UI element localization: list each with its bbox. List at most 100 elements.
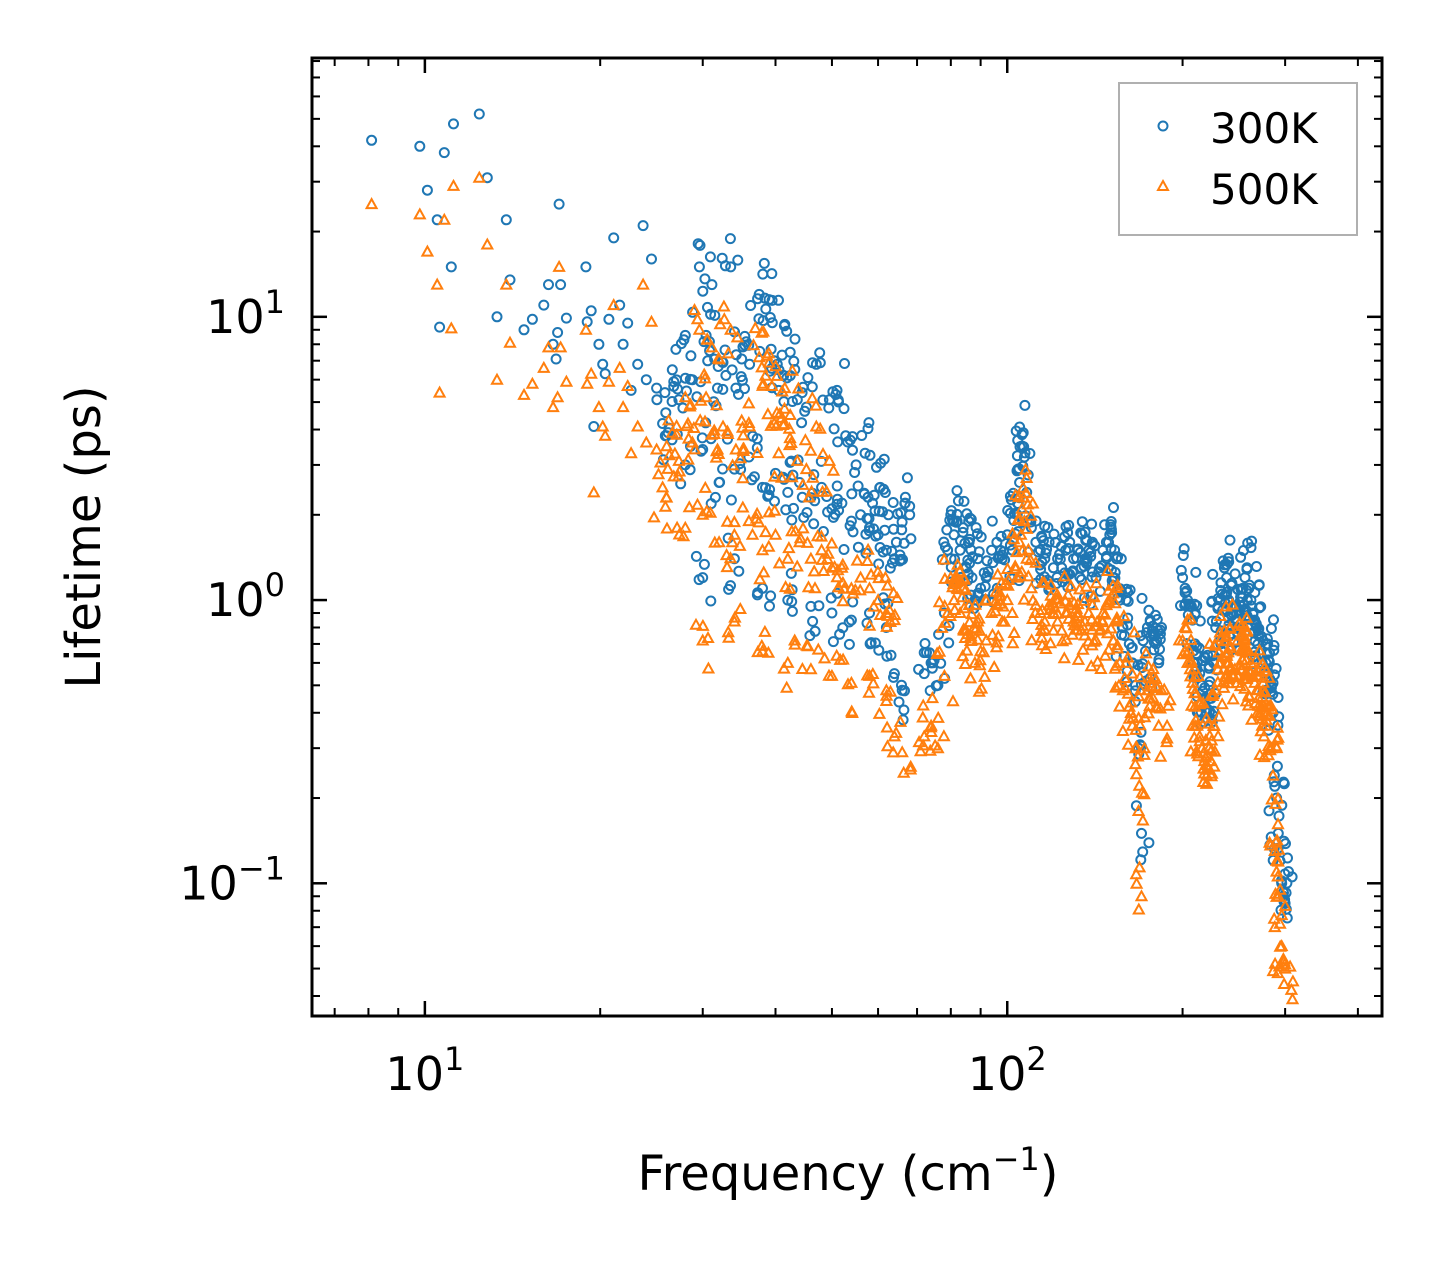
point-300k — [1136, 592, 1148, 604]
point-500k — [1204, 743, 1219, 756]
point-300k — [751, 442, 763, 454]
point-500k — [938, 599, 952, 612]
point-500k — [862, 618, 877, 631]
point-500k — [661, 461, 675, 474]
point-300k — [789, 333, 801, 345]
point-500k — [883, 684, 898, 697]
point-500k — [698, 371, 712, 384]
point-500k — [802, 490, 816, 503]
point-500k — [490, 372, 504, 385]
point-300k — [709, 309, 721, 321]
point-500k — [580, 376, 594, 389]
point-500k — [1132, 860, 1147, 873]
point-500k — [728, 610, 742, 623]
point-500k — [1252, 698, 1266, 711]
point-500k — [937, 729, 951, 742]
point-500k — [694, 393, 708, 406]
point-500k — [1215, 630, 1229, 643]
point-500k — [1256, 684, 1270, 697]
point-500k — [793, 531, 808, 544]
point-300k — [500, 214, 512, 226]
point-500k — [821, 546, 835, 559]
point-300k — [1178, 543, 1190, 555]
point-500k — [721, 346, 735, 359]
point-500k — [791, 381, 806, 394]
point-300k — [879, 487, 891, 498]
point-500k — [1239, 610, 1254, 623]
point-500k — [895, 745, 909, 758]
point-300k — [913, 663, 925, 675]
point-500k — [1129, 867, 1143, 880]
point-500k — [1273, 939, 1287, 952]
point-500k — [683, 399, 697, 412]
point-500k — [729, 442, 743, 455]
point-300k — [961, 508, 973, 520]
point-300k — [696, 432, 708, 444]
point-500k — [696, 618, 710, 631]
point-300k — [1122, 595, 1134, 607]
point-500k — [825, 536, 839, 549]
point-300k — [844, 520, 856, 532]
point-300k — [828, 423, 840, 435]
point-500k — [1016, 480, 1030, 493]
point-500k — [888, 607, 902, 620]
point-300k — [1011, 450, 1023, 462]
legend-label-500k: 500K — [1210, 165, 1319, 214]
point-500k — [1271, 791, 1285, 804]
point-500k — [1261, 748, 1276, 761]
point-300k — [684, 464, 696, 476]
point-500k — [882, 602, 896, 615]
point-300k — [1025, 516, 1037, 528]
point-300k — [739, 339, 751, 351]
point-500k — [1118, 670, 1132, 683]
point-500k — [871, 593, 885, 606]
point-500k — [1102, 595, 1116, 608]
point-500k — [826, 463, 841, 476]
point-500k — [861, 542, 875, 555]
point-500k — [880, 720, 894, 733]
point-500k — [765, 378, 779, 391]
point-500k — [1006, 636, 1020, 649]
point-500k — [690, 497, 705, 510]
point-500k — [659, 490, 674, 503]
point-500k — [1079, 579, 1094, 592]
point-500k — [1039, 641, 1053, 654]
point-300k — [724, 233, 736, 245]
point-300k — [838, 544, 850, 555]
point-500k — [724, 322, 738, 335]
point-300k — [975, 531, 987, 543]
point-300k — [597, 358, 609, 370]
point-300k — [608, 232, 620, 244]
point-300k — [966, 572, 978, 584]
point-500k — [799, 462, 814, 475]
point-300k — [705, 595, 717, 607]
point-500k — [991, 567, 1005, 580]
point-500k — [1146, 661, 1160, 674]
point-500k — [1057, 651, 1071, 664]
point-300k — [1183, 600, 1195, 612]
point-500k — [525, 376, 540, 389]
point-500k — [809, 398, 823, 411]
point-300k — [998, 546, 1010, 558]
point-300k — [782, 486, 794, 498]
point-500k — [727, 527, 742, 540]
point-300k — [1148, 630, 1160, 641]
point-300k — [899, 491, 911, 503]
point-500k — [816, 563, 831, 576]
point-500k — [1109, 680, 1123, 693]
point-500k — [960, 643, 974, 656]
point-500k — [904, 759, 918, 772]
point-500k — [1191, 668, 1206, 681]
point-500k — [725, 535, 739, 548]
point-500k — [836, 594, 850, 607]
point-300k — [875, 457, 887, 469]
y-axis-label: Lifetime (ps) — [56, 385, 112, 688]
point-500k — [678, 390, 692, 403]
point-500k — [1160, 718, 1174, 731]
point-500k — [708, 535, 722, 548]
point-500k — [1055, 623, 1069, 636]
point-500k — [720, 560, 734, 573]
point-300k — [1278, 778, 1290, 790]
point-500k — [1257, 750, 1271, 763]
point-500k — [624, 446, 638, 459]
